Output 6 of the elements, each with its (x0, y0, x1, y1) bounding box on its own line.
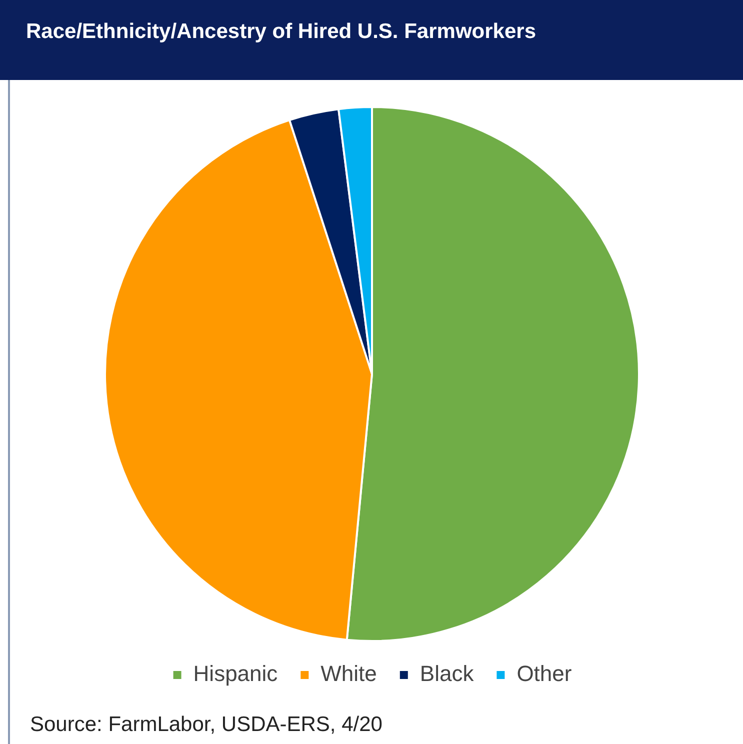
source-note: Source: FarmLabor, USDA-ERS, 4/20 (30, 713, 382, 737)
legend-label: White (320, 661, 377, 686)
legend-label: Other (516, 661, 572, 686)
chart-title: Race/Ethnicity/Ancestry of Hired U.S. Farmworkers (0, 0, 743, 80)
legend-label: Black (420, 661, 475, 686)
legend-label: Hispanic (193, 661, 278, 686)
